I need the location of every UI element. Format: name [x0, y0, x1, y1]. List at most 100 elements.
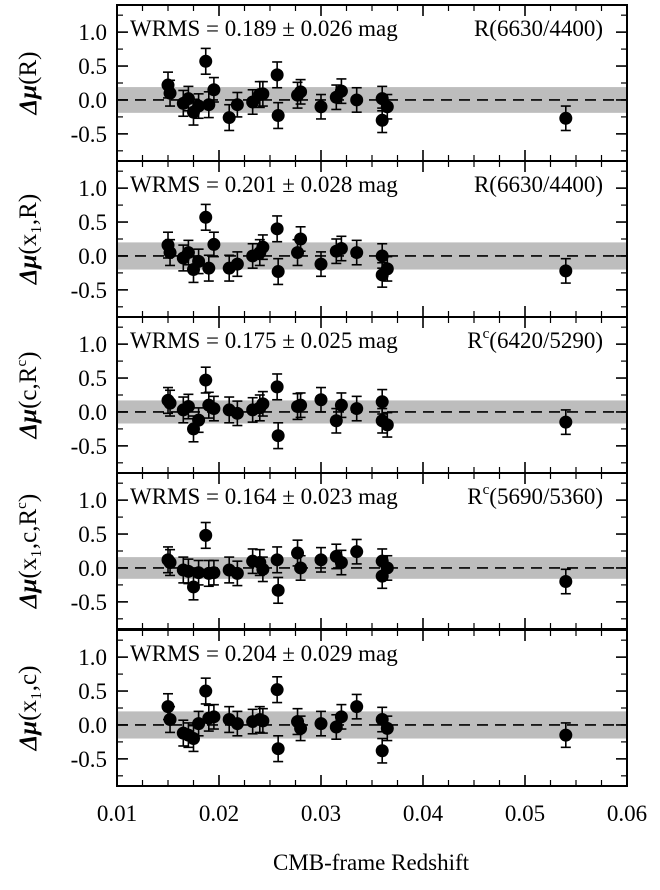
data-marker: [207, 237, 221, 251]
data-marker: [199, 528, 213, 542]
data-marker: [181, 400, 195, 414]
data-marker: [199, 684, 213, 698]
data-point: [334, 392, 348, 419]
data-point: [199, 203, 213, 231]
data-point: [380, 93, 394, 120]
ratio-label-suffix: (5690/5360): [489, 484, 603, 509]
data-marker: [350, 93, 364, 107]
data-point: [559, 409, 573, 436]
panel-4: -0.50.00.51.0 WRMS = 0.164 ± 0.023 mag Rc(…: [14, 472, 628, 630]
data-point: [207, 76, 221, 103]
data-marker: [207, 83, 221, 97]
data-marker: [375, 744, 389, 758]
data-marker: [350, 700, 364, 714]
data-marker: [334, 556, 348, 570]
data-point: [230, 251, 244, 278]
data-point: [256, 390, 270, 417]
data-point: [192, 710, 206, 737]
data-marker: [230, 406, 244, 420]
data-point: [294, 392, 308, 419]
data-point: [314, 93, 328, 120]
data-point: [375, 737, 389, 764]
data-marker: [270, 683, 284, 697]
data-marker: [199, 373, 213, 387]
data-point: [380, 411, 394, 438]
wrms-label: WRMS = 0.204 ± 0.029 mag: [130, 641, 398, 666]
data-marker: [294, 721, 308, 735]
data-marker: [380, 262, 394, 276]
y-axis-args: (x₁,R): [15, 194, 42, 255]
data-point: [270, 373, 284, 401]
data-marker: [187, 580, 200, 594]
data-point: [256, 556, 270, 583]
data-marker: [294, 232, 308, 246]
data-marker: [559, 264, 573, 278]
data-point: [350, 538, 364, 565]
data-point: [230, 400, 244, 427]
data-point: [294, 78, 308, 105]
wrms-label: WRMS = 0.175 ± 0.025 mag: [130, 328, 398, 353]
y-tick-label: 1.0: [78, 20, 107, 45]
data-point: [314, 251, 328, 278]
data-marker: [380, 100, 394, 114]
data-marker: [270, 222, 284, 236]
data-marker: [271, 583, 285, 597]
data-point: [163, 238, 177, 267]
data-marker: [181, 246, 195, 260]
data-point: [192, 559, 206, 586]
panel-3: -0.50.00.51.0 WRMS = 0.175 ± 0.025 mag Rc(…: [14, 316, 628, 474]
panel-2: -0.5 0.0 0.5 1.0 WRMS = 0.201 ± 0.028 mag R(6…: [15, 160, 628, 318]
data-marker: [294, 85, 308, 99]
y-tick-label: 1.0: [78, 488, 107, 513]
y-axis-close: ): [15, 494, 42, 502]
y-tick-label: 0.0: [78, 400, 107, 425]
y-axis-symbol: Δμ: [15, 255, 42, 286]
data-point: [270, 675, 284, 704]
data-marker: [380, 721, 394, 735]
y-axis-title: Δμ(c,Rc): [14, 352, 42, 440]
data-point: [181, 393, 195, 420]
y-axis-symbol: Δμ: [15, 721, 42, 752]
data-point: [271, 576, 285, 605]
data-marker: [271, 429, 285, 443]
data-point: [559, 722, 573, 749]
data-marker: [256, 397, 270, 411]
ratio-label-sup: c: [483, 482, 490, 498]
data-marker: [559, 415, 573, 429]
data-marker: [192, 717, 206, 731]
data-point: [270, 546, 284, 574]
y-tick-label: -0.5: [71, 122, 107, 147]
ratio-label: R(6630/4400): [474, 16, 603, 41]
data-point: [271, 735, 285, 763]
data-marker: [270, 68, 284, 82]
y-axis-title: Δμ(R): [15, 52, 42, 116]
data-point: [334, 549, 348, 576]
y-axis-symbol: Δμ: [15, 579, 42, 610]
data-point: [230, 91, 244, 118]
data-marker: [192, 413, 206, 427]
data-marker: [271, 109, 285, 123]
data-marker: [380, 418, 394, 432]
data-marker: [329, 720, 343, 734]
y-axis-args: (x₁,c): [15, 666, 42, 721]
data-marker: [314, 553, 328, 567]
data-point: [192, 248, 206, 275]
x-tick-label: 0.04: [403, 801, 444, 826]
data-point: [334, 703, 348, 730]
data-marker: [230, 566, 244, 580]
data-marker: [270, 380, 284, 394]
data-marker: [207, 566, 221, 580]
x-axis-title: CMB-frame Redshift: [273, 850, 470, 875]
data-marker: [314, 257, 328, 271]
x-tick-label: 0.06: [607, 801, 647, 826]
y-tick-label: 0.0: [78, 713, 107, 738]
data-marker: [314, 100, 328, 114]
y-tick-label: 0.5: [78, 210, 107, 235]
data-point: [163, 79, 177, 107]
data-marker: [334, 710, 348, 724]
data-point: [350, 239, 364, 266]
y-tick-label: 0.0: [78, 556, 107, 581]
data-point: [192, 407, 206, 434]
y-axis-symbol: Δμ: [15, 85, 42, 116]
data-point: [380, 554, 394, 581]
